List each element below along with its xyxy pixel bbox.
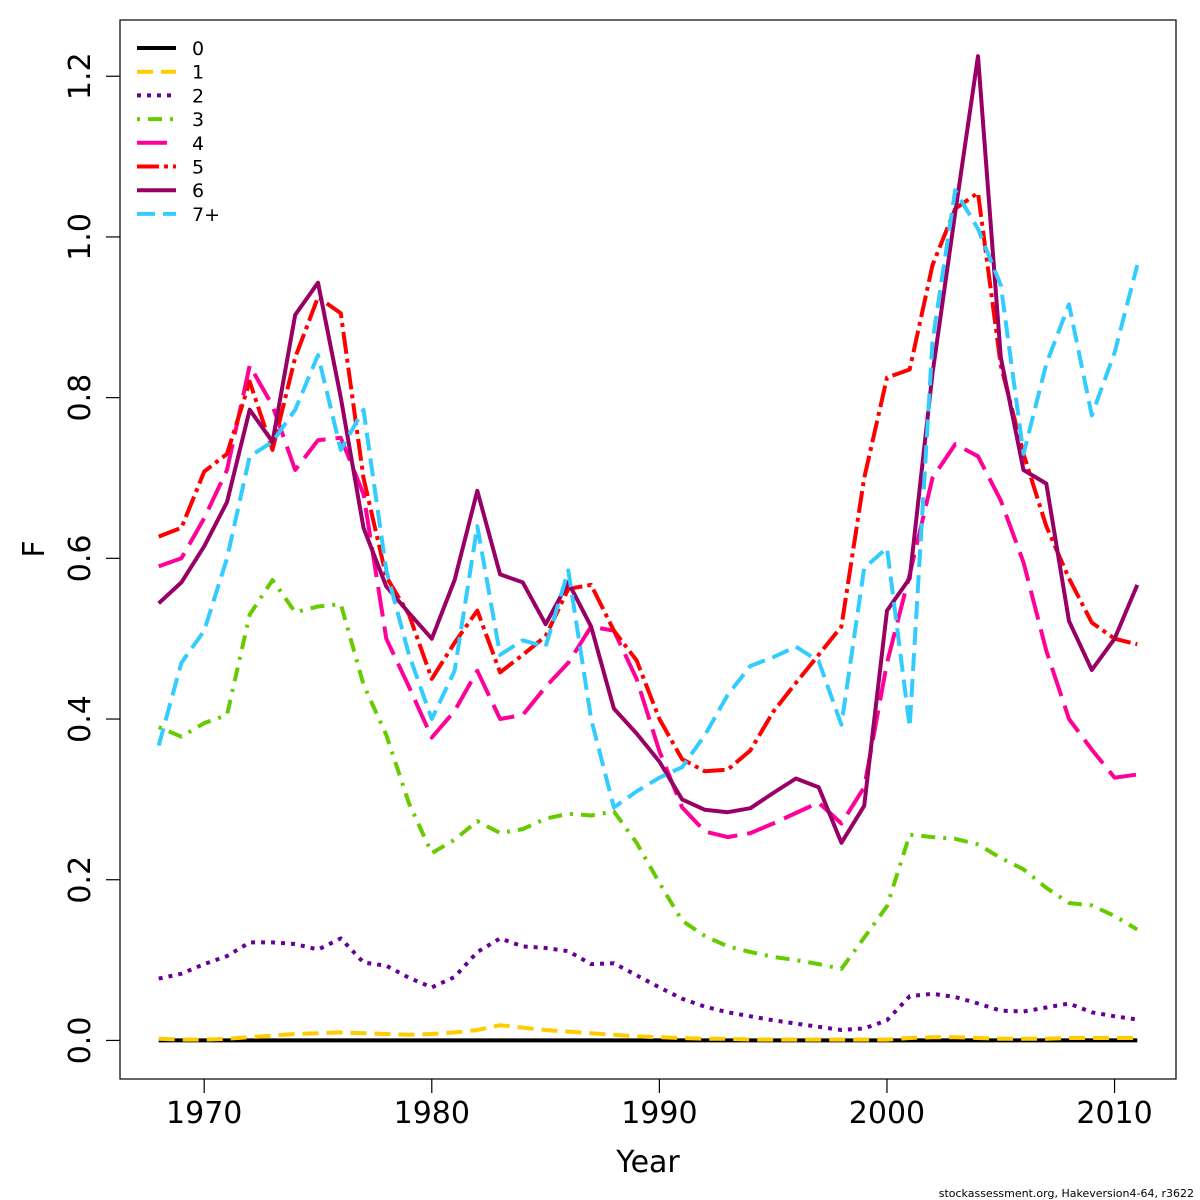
- series-line-7+: [156, 188, 1140, 810]
- y-tick-label: 0.6: [63, 534, 98, 582]
- legend-entry-label: 4: [192, 133, 204, 155]
- x-axis: 1970 1980 1990 2000 2010: [166, 1079, 1153, 1131]
- x-axis-title: Year: [615, 1145, 680, 1180]
- y-tick-label: 1.2: [63, 52, 98, 100]
- y-axis-title: F: [17, 540, 52, 557]
- series-line-2: [158, 936, 1138, 1032]
- y-tick-label: 0.2: [63, 856, 98, 904]
- x-tick-label: 2010: [1076, 1096, 1152, 1131]
- legend-entry-label: 7+: [192, 204, 220, 226]
- legend-entry-label: 1: [192, 62, 204, 84]
- series-line-4: [158, 363, 1138, 840]
- y-tick-label: 0.0: [63, 1017, 98, 1065]
- plot-frame: [119, 19, 1177, 1080]
- series-line-6: [157, 54, 1140, 845]
- legend-entry-label: 5: [192, 157, 204, 179]
- y-tick-label: 0.8: [63, 374, 98, 422]
- x-tick-label: 1990: [621, 1096, 697, 1131]
- footer-credit: stockassessment.org, Hakeversion4-64, r3…: [939, 1187, 1194, 1200]
- x-tick-label: 1980: [394, 1096, 470, 1131]
- series-layer: [156, 54, 1140, 1043]
- legend-entry-label: 3: [192, 109, 204, 131]
- x-tick-label: 1970: [166, 1096, 242, 1131]
- legend-entry-label: 0: [192, 38, 204, 60]
- y-axis: 0.0 0.2 0.4 0.6 0.8 1.0 1.2: [63, 52, 120, 1064]
- series-line-1: [158, 1023, 1138, 1042]
- y-tick-label: 0.4: [63, 695, 98, 743]
- x-tick-label: 2000: [849, 1096, 925, 1131]
- legend-entry-label: 6: [192, 180, 204, 202]
- y-tick-label: 1.0: [63, 213, 98, 261]
- legend-entry-label: 2: [192, 85, 204, 107]
- series-line-3: [157, 578, 1139, 971]
